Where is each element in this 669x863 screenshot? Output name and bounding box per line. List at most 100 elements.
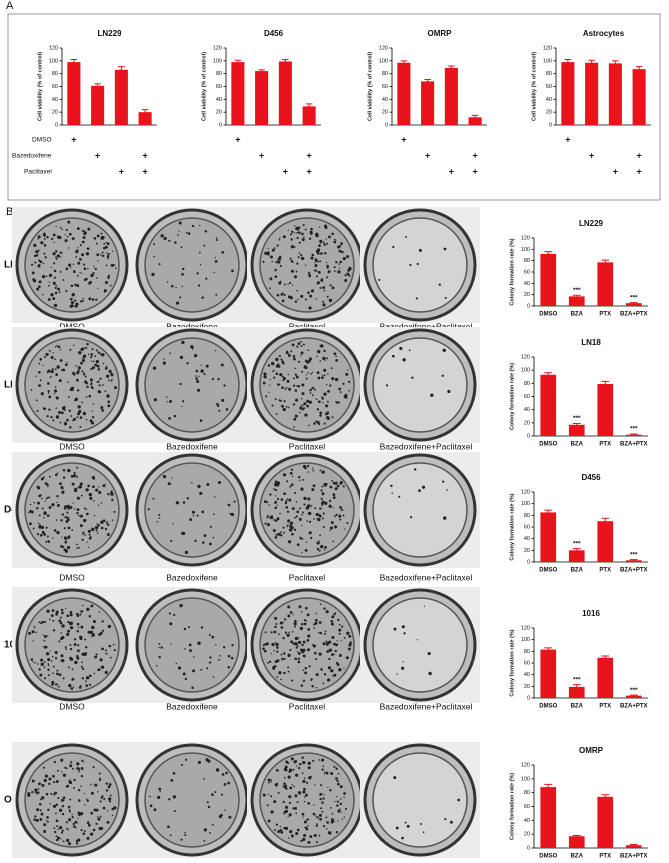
error-bar [629,844,638,846]
colony-dot [321,758,325,762]
colony-dot [332,540,335,543]
colony-dot [335,379,338,381]
colony-dot [209,656,212,659]
colony-dot [337,820,339,822]
colony-dot [38,280,42,284]
colony-dot [81,661,83,664]
colony-dot [277,497,280,501]
image-caption: Bazedoxifene [166,441,218,451]
colony-dot [344,528,346,530]
colony-dot [322,642,326,646]
colony-dot [330,653,334,657]
colony-dot [84,804,86,806]
colony-dot [418,248,422,252]
colony-dot [335,261,338,264]
colony-dot [314,269,318,272]
colony-dot [33,243,37,247]
colony-dot [97,287,99,289]
colony-dot [307,766,311,770]
colony-dot [44,779,46,781]
colony-dot [416,262,419,266]
colony-dot [326,295,329,298]
colony-dot [92,828,96,832]
y-tick-label: 120 [213,45,222,51]
colony-dot [73,508,76,510]
colony-dot [299,411,301,414]
colony-dot [103,243,106,245]
colony-dot [84,534,86,536]
colony-dot [162,475,167,479]
colony-dot [97,504,100,507]
colony-dot [181,285,183,288]
colony-dot [197,641,201,645]
colony-dot [68,810,71,813]
colony-dot [67,468,71,473]
colony-dot [341,625,344,628]
colony-dot [54,791,58,795]
colony-dot [91,360,93,362]
colony-dot [314,264,318,268]
colony-dot [101,384,104,386]
colony-dot [43,823,47,827]
colony-dot [293,357,296,361]
colony-dot [100,236,104,240]
colony-dot [307,471,310,473]
colony-dot [73,488,78,493]
colony-dot [184,677,187,681]
colony-dot [77,644,80,647]
colony-dot [289,257,292,260]
colony-dot [348,390,350,392]
colony-dot [340,811,342,813]
x-tick-label: PTX [599,568,611,574]
colony-dot [79,257,82,261]
colony-dot [446,489,448,491]
colony-dot [333,515,336,518]
colony-dot [330,820,334,824]
colony-dot [302,679,306,682]
x-tick-label: BZA+PTX [620,568,648,574]
colony-dot [266,804,269,807]
image-caption: Bazedoxifene+Paclitaxel [380,441,473,451]
colony-dot [104,281,108,285]
y-tick-label: 20 [524,832,530,838]
colony-dot [311,371,314,374]
colony-dot [224,809,226,811]
colony-dot [266,501,269,504]
colony-dot [110,656,112,659]
colony-dot [100,520,104,524]
error-bar [94,83,101,88]
colony-dot [80,774,83,778]
colony-dot [233,500,236,503]
colony-dot [297,256,300,259]
treatment-mark: + [259,150,264,160]
colony-dot [34,261,37,264]
colony-dot [305,374,308,376]
colony-dot [106,653,108,655]
colony-dot [97,390,101,394]
plate-well [259,752,355,848]
colony-dot [48,618,51,621]
colony-dot [331,635,335,639]
treatment-mark: + [71,134,76,144]
colony-dot [319,631,323,635]
colony-dot [68,780,71,783]
colony-dot [83,507,86,510]
colony-dot [94,267,97,271]
colony-dot [207,805,211,809]
colony-dot [299,507,301,510]
colony-dot [152,497,155,500]
colony-dot [305,506,310,510]
colony-dot [293,426,296,428]
colony-dot [40,658,44,662]
colony-dot [304,264,307,267]
colony-dot [215,768,220,772]
panel-label: B [6,206,13,218]
colony-dot [322,517,324,520]
colony-dot [83,792,85,794]
colony-dot [276,293,280,297]
colony-dot [76,496,80,500]
colony-dot [61,771,63,773]
colony-dot [264,251,268,256]
colony-dot [101,353,105,357]
colony-dot [199,419,203,422]
